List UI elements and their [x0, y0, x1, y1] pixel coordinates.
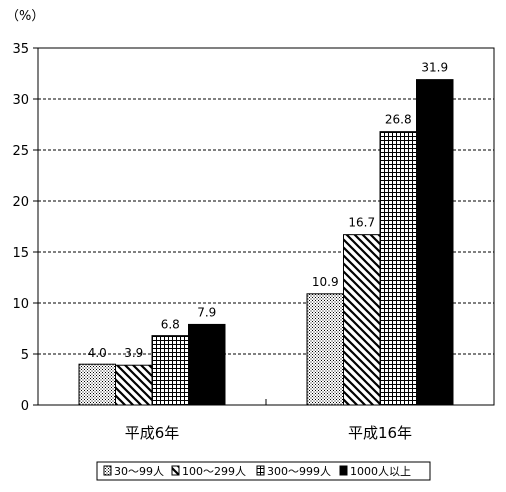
legend-label: 1000人以上	[350, 465, 411, 478]
y-tick-label: 30	[12, 93, 29, 108]
legend-swatch	[256, 465, 265, 476]
bar	[151, 335, 189, 406]
bar	[416, 79, 454, 406]
data-label: 3.9	[124, 346, 143, 360]
y-tick-label: 20	[12, 195, 29, 210]
x-axis-categories: 平成6年 平成16年	[125, 399, 412, 442]
bar	[115, 364, 153, 406]
y-tick-label: 0	[21, 399, 29, 414]
data-label: 10.9	[312, 275, 339, 289]
legend-label: 30～99人	[114, 465, 164, 478]
y-tick-label: 15	[12, 246, 29, 261]
x-category-label: 平成6年	[125, 424, 180, 442]
data-label: 16.7	[348, 216, 375, 230]
legend-swatch	[171, 465, 180, 476]
legend: 30～99人 100～299人 300～999人 1000人以上	[96, 461, 431, 481]
y-axis-ticks: 0 5 10 15 20 25 30 35	[12, 42, 38, 414]
legend-swatch	[339, 465, 348, 476]
bar	[343, 234, 381, 406]
legend-swatch	[103, 465, 112, 476]
bar	[188, 323, 226, 406]
y-tick-label: 10	[12, 297, 29, 312]
data-label: 7.9	[197, 305, 216, 319]
data-label: 4.0	[88, 346, 107, 360]
data-label: 31.9	[421, 61, 448, 75]
y-tick-label: 25	[12, 144, 29, 159]
data-label: 26.8	[385, 113, 412, 127]
y-unit-label: （%）	[6, 9, 44, 24]
y-tick-label: 5	[21, 348, 29, 363]
bars	[78, 79, 454, 406]
y-tick-label: 35	[12, 42, 29, 57]
bar	[379, 131, 417, 406]
legend-label: 100～299人	[182, 465, 246, 478]
data-labels: 4.0 3.9 6.8 7.9 10.9 16.7 26.8 31.9	[88, 61, 448, 361]
legend-label: 300～999人	[267, 465, 331, 478]
data-label: 6.8	[161, 318, 180, 332]
x-category-label: 平成16年	[348, 424, 412, 442]
bar	[306, 293, 344, 406]
bar	[78, 363, 116, 406]
